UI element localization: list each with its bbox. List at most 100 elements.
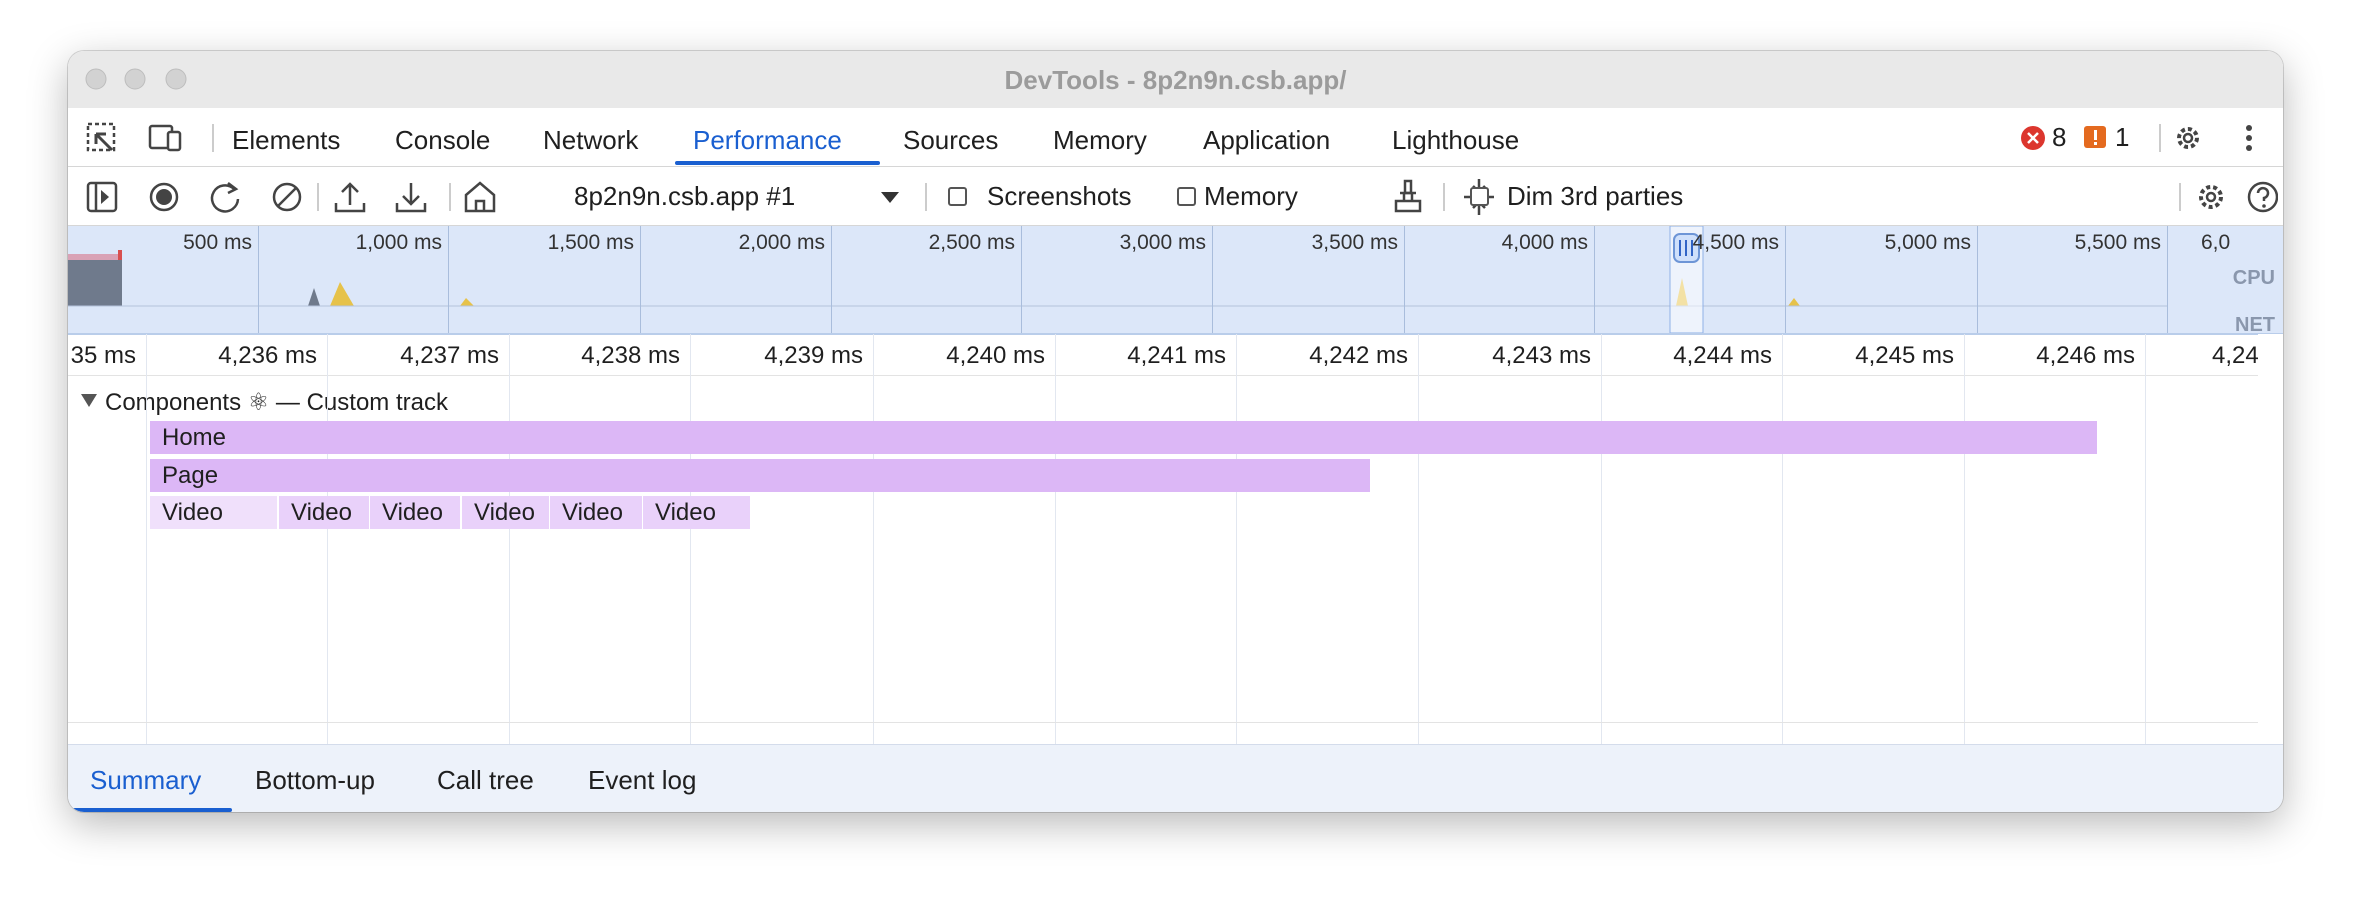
track-event[interactable]: Home bbox=[150, 421, 2097, 454]
grid-line bbox=[1601, 334, 1602, 744]
recording-select[interactable]: 8p2n9n.csb.app #1 bbox=[574, 181, 796, 211]
toolbar-icons[interactable] bbox=[82, 177, 602, 217]
details-tabs: Summary Bottom-up Call tree Event log bbox=[68, 744, 2283, 812]
overview-label: 4,500 ms bbox=[1692, 231, 1779, 254]
overview-label: 3,500 ms bbox=[1311, 231, 1398, 254]
details-tab[interactable]: Call tree bbox=[437, 765, 534, 795]
overview-label: 3,000 ms bbox=[1119, 231, 1206, 254]
details-tab[interactable]: Event log bbox=[588, 765, 697, 795]
grid-line bbox=[690, 334, 691, 744]
track-event[interactable]: Page bbox=[150, 459, 1370, 492]
warning-count[interactable]: 1 bbox=[2115, 122, 2130, 152]
overview-label: 2,000 ms bbox=[738, 231, 825, 254]
ruler-label: 4,241 ms bbox=[1127, 342, 1226, 369]
track-title[interactable]: Components ⚛ — Custom track bbox=[105, 389, 448, 416]
track-event[interactable]: Video bbox=[643, 496, 750, 529]
grid-line bbox=[873, 334, 874, 744]
ruler-separator bbox=[68, 375, 2268, 376]
track-event[interactable]: Video bbox=[370, 496, 460, 529]
overview-graph bbox=[68, 226, 2167, 333]
checkbox-label[interactable]: Screenshots bbox=[987, 181, 1132, 211]
details-tab[interactable]: Bottom-up bbox=[255, 765, 375, 795]
overview-label: 5,000 ms bbox=[1884, 231, 1971, 254]
title-bar: DevTools - 8p2n9n.csb.app/ bbox=[68, 51, 2283, 109]
devtools-window: DevTools - 8p2n9n.csb.app/ 8 1 bbox=[68, 51, 2283, 812]
ruler-label: 4,242 ms bbox=[1309, 342, 1408, 369]
panel-tab[interactable]: Lighthouse bbox=[1392, 125, 1520, 155]
inspect-icons[interactable] bbox=[82, 120, 252, 156]
panel-tab[interactable]: Network bbox=[543, 125, 639, 155]
grid-line bbox=[2145, 334, 2146, 744]
grid-line bbox=[1782, 334, 1783, 744]
active-tab-indicator bbox=[68, 808, 232, 812]
grid-line bbox=[146, 334, 147, 744]
overview-divider bbox=[1977, 226, 1978, 333]
scroll-divider bbox=[68, 722, 2258, 723]
checkbox-label[interactable]: Dim 3rd parties bbox=[1507, 181, 1684, 211]
details-tab[interactable]: Summary bbox=[90, 765, 202, 795]
net-label: NET bbox=[2235, 314, 2275, 336]
panel-tab[interactable]: Console bbox=[395, 125, 491, 155]
ruler-label: 4,24 bbox=[2212, 342, 2259, 369]
overview-label: 6,0 bbox=[2201, 231, 2231, 254]
panel-tab[interactable]: Sources bbox=[903, 125, 999, 155]
track-event[interactable]: Video bbox=[550, 496, 642, 529]
overview-label: 5,500 ms bbox=[2074, 231, 2161, 254]
ruler-label: 4,239 ms bbox=[764, 342, 863, 369]
ruler-label: 4,238 ms bbox=[581, 342, 680, 369]
panel-tabs: 8 1 bbox=[68, 108, 2283, 167]
checkbox-label[interactable]: Memory bbox=[1204, 181, 1298, 211]
window-controls[interactable] bbox=[68, 51, 208, 108]
expand-triangle[interactable] bbox=[78, 391, 102, 411]
track-event[interactable]: Video bbox=[150, 496, 277, 529]
grid-line bbox=[327, 334, 328, 744]
ruler-label: 4,240 ms bbox=[946, 342, 1045, 369]
ruler-label: 4,243 ms bbox=[1492, 342, 1591, 369]
overview-divider bbox=[1594, 226, 1595, 333]
track-event[interactable]: Video bbox=[462, 496, 549, 529]
overview-divider bbox=[1404, 226, 1405, 333]
track-event[interactable]: Video bbox=[279, 496, 369, 529]
overview-label: 500 ms bbox=[183, 231, 252, 254]
ruler-label: 4,245 ms bbox=[1855, 342, 1954, 369]
grid-line bbox=[1236, 334, 1237, 744]
overview-label: 4,000 ms bbox=[1501, 231, 1588, 254]
ruler-label: 35 ms bbox=[70, 342, 136, 369]
overview-divider bbox=[1021, 226, 1022, 333]
active-tab-indicator bbox=[675, 161, 880, 165]
overview-label: 1,500 ms bbox=[547, 231, 634, 254]
overview-divider bbox=[2167, 226, 2168, 333]
grid-line bbox=[509, 334, 510, 744]
window-title: DevTools - 8p2n9n.csb.app/ bbox=[1004, 65, 1347, 95]
grid-line bbox=[1964, 334, 1965, 744]
overview-label: 1,000 ms bbox=[355, 231, 442, 254]
checkbox[interactable] bbox=[1470, 187, 1489, 206]
toolbar-icons-right[interactable] bbox=[878, 177, 2278, 217]
panel-tab[interactable]: Application bbox=[1203, 125, 1331, 155]
panel-tab[interactable]: Performance bbox=[693, 125, 842, 155]
performance-toolbar: 8p2n9n.csb.app #1 Screenshots Memory Dim… bbox=[68, 167, 2283, 226]
grid-line bbox=[1055, 334, 1056, 744]
overview-divider bbox=[1785, 226, 1786, 333]
panel-tab[interactable]: Elements bbox=[232, 125, 341, 155]
checkbox[interactable] bbox=[1177, 187, 1196, 206]
overview-divider bbox=[1212, 226, 1213, 333]
overview-divider bbox=[258, 226, 259, 333]
overview-divider bbox=[831, 226, 832, 333]
timeline-overview[interactable]: 500 ms 1,000 ms 1,500 ms 2,000 ms 2,500 ms 3,… bbox=[68, 226, 2283, 336]
error-count[interactable]: 8 bbox=[2052, 122, 2067, 152]
scroll-track bbox=[2258, 334, 2283, 744]
panel-tab[interactable]: Memory bbox=[1053, 125, 1147, 155]
checkbox[interactable] bbox=[948, 187, 967, 206]
overview-divider bbox=[448, 226, 449, 333]
cpu-label: CPU bbox=[2232, 267, 2275, 289]
ruler-label: 4,246 ms bbox=[2036, 342, 2135, 369]
ruler-label: 4,236 ms bbox=[218, 342, 317, 369]
overview-divider bbox=[640, 226, 641, 333]
grid-line bbox=[1418, 334, 1419, 744]
overview-label: 2,500 ms bbox=[928, 231, 1015, 254]
status-icons[interactable] bbox=[2018, 122, 2283, 154]
ruler-label: 4,237 ms bbox=[400, 342, 499, 369]
ruler-label: 4,244 ms bbox=[1673, 342, 1772, 369]
